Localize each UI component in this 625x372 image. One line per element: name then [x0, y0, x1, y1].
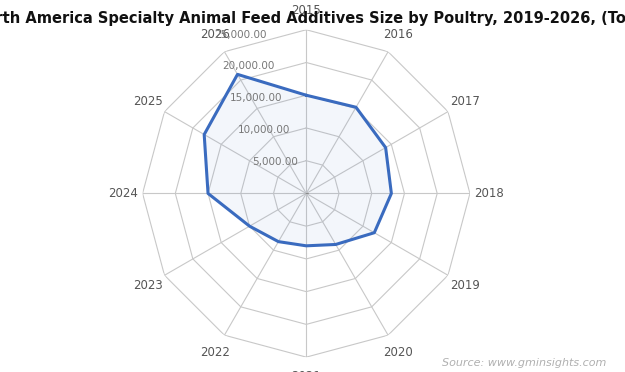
Text: 10,000.00: 10,000.00: [238, 125, 291, 135]
Polygon shape: [204, 74, 391, 246]
Text: 5,000.00: 5,000.00: [253, 157, 298, 167]
Text: Source: www.gminsights.com: Source: www.gminsights.com: [442, 358, 606, 368]
Text: 15,000.00: 15,000.00: [230, 93, 282, 103]
Text: 20,000.00: 20,000.00: [222, 61, 274, 71]
Text: North America Specialty Animal Feed Additives Size by Poultry, 2019-2026, (Tons): North America Specialty Animal Feed Addi…: [0, 11, 625, 26]
Text: 25,000.00: 25,000.00: [214, 30, 267, 40]
Text: -: -: [304, 187, 309, 200]
